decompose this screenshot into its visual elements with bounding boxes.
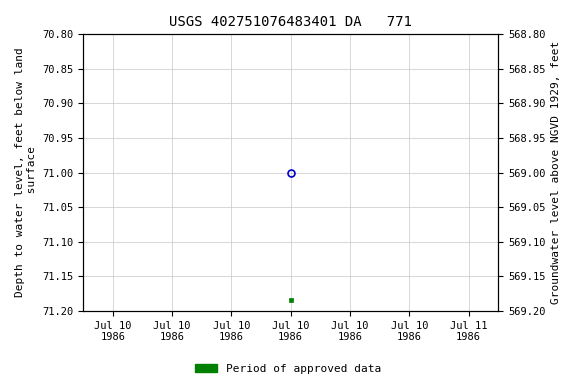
Y-axis label: Groundwater level above NGVD 1929, feet: Groundwater level above NGVD 1929, feet	[551, 41, 561, 304]
Legend: Period of approved data: Period of approved data	[191, 359, 385, 379]
Title: USGS 402751076483401 DA   771: USGS 402751076483401 DA 771	[169, 15, 412, 29]
Y-axis label: Depth to water level, feet below land
 surface: Depth to water level, feet below land su…	[15, 48, 37, 298]
